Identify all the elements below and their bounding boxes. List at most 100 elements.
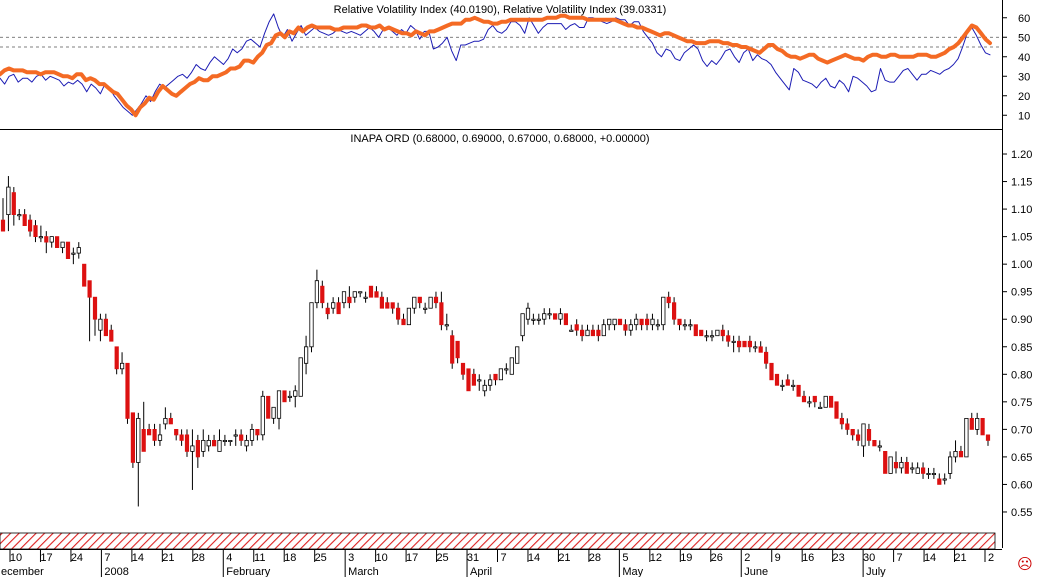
candle — [715, 329, 720, 337]
candle — [861, 423, 866, 457]
frown-face-icon: ☹ — [1017, 555, 1033, 573]
candle-body — [563, 313, 569, 326]
candle — [737, 335, 742, 353]
candle — [590, 324, 596, 337]
rvi-series-lines — [0, 13, 992, 118]
candle — [498, 368, 504, 381]
price-y-tick-label: 1.20 — [1011, 149, 1032, 161]
date-tick-label: 4 — [226, 552, 232, 564]
date-tick-label: 21 — [558, 552, 570, 564]
candle-body — [807, 401, 812, 404]
candle-body — [661, 296, 666, 326]
price-y-tick-label: 0.95 — [1011, 287, 1032, 299]
candle — [125, 362, 130, 424]
candle-body — [547, 313, 552, 316]
candle — [217, 429, 222, 452]
candle — [542, 308, 547, 325]
candle-body — [580, 329, 585, 337]
candle-body — [942, 478, 947, 481]
candle — [433, 291, 439, 309]
candle — [720, 324, 725, 342]
month-label: April — [470, 566, 492, 577]
candle-body — [244, 439, 249, 447]
candle-body — [49, 236, 54, 243]
date-tick-label: 21 — [954, 552, 966, 564]
date-tick-label: 12 — [650, 552, 662, 564]
candle — [953, 440, 958, 463]
candle — [807, 396, 812, 408]
date-tick-label: 3 — [348, 552, 354, 564]
candle-body — [574, 324, 579, 331]
candle-body — [358, 291, 363, 294]
candle — [958, 445, 964, 458]
candle — [558, 308, 563, 325]
candle-body — [753, 346, 758, 349]
candle — [358, 291, 363, 298]
candle-body — [44, 236, 49, 243]
candle-body — [731, 340, 736, 343]
candle-body — [747, 340, 753, 348]
candle-body — [823, 395, 828, 408]
candle-body — [347, 296, 352, 304]
candle-body — [985, 434, 991, 441]
candle — [233, 429, 238, 446]
candle — [314, 269, 320, 309]
candle-body — [33, 225, 38, 238]
candle — [525, 302, 531, 325]
candle — [742, 340, 747, 348]
price-pane: INAPA ORD (0.68000, 0.69000, 0.67000, 0.… — [0, 133, 1032, 519]
candle — [163, 407, 168, 430]
candle — [260, 390, 265, 441]
candle — [921, 462, 926, 479]
candle-body — [260, 395, 265, 436]
candle — [44, 231, 49, 254]
month-label: ecember — [1, 566, 44, 577]
candle — [282, 390, 287, 403]
candle-body — [742, 340, 747, 348]
candle — [190, 429, 195, 490]
candle — [623, 319, 628, 336]
candle — [87, 280, 92, 342]
candle-body — [650, 318, 655, 326]
date-tick-label: 24 — [71, 552, 83, 564]
candle — [22, 209, 27, 227]
date-tick-label: 5 — [622, 552, 628, 564]
candle — [71, 247, 76, 265]
candle-body — [233, 434, 238, 437]
candle-body — [309, 302, 314, 348]
candle — [899, 456, 904, 474]
candle-body — [493, 373, 498, 381]
date-tick-label: 14 — [528, 552, 540, 564]
candle — [547, 308, 552, 320]
candle-body — [368, 285, 374, 298]
candle — [309, 302, 314, 353]
candle-body — [812, 395, 817, 403]
candle — [774, 373, 780, 386]
candle — [266, 395, 271, 419]
candle — [585, 324, 590, 337]
candle — [239, 429, 244, 446]
candle-body — [65, 241, 71, 260]
candle-body — [818, 406, 823, 409]
candle — [791, 379, 796, 391]
candle — [482, 379, 487, 397]
candle-body — [141, 428, 146, 452]
candle-body — [921, 467, 926, 474]
candle — [487, 374, 493, 391]
rvi-indicator-pane: Relative Volatility Index (40.0190), Rel… — [0, 4, 1030, 122]
candle-body — [401, 318, 406, 326]
price-y-tick-label: 0.60 — [1011, 479, 1032, 491]
price-y-tick-label: 1.15 — [1011, 177, 1032, 189]
candle — [336, 297, 341, 315]
candlestick-series — [0, 176, 991, 507]
candle-body — [780, 384, 785, 387]
candle-body — [314, 280, 320, 304]
candle — [964, 417, 969, 458]
candle — [120, 352, 125, 375]
candle — [650, 313, 655, 331]
candle — [888, 456, 893, 474]
date-tick-label: 16 — [802, 552, 814, 564]
candle-body — [11, 192, 16, 216]
candle-body — [27, 219, 33, 232]
candle — [563, 313, 569, 326]
